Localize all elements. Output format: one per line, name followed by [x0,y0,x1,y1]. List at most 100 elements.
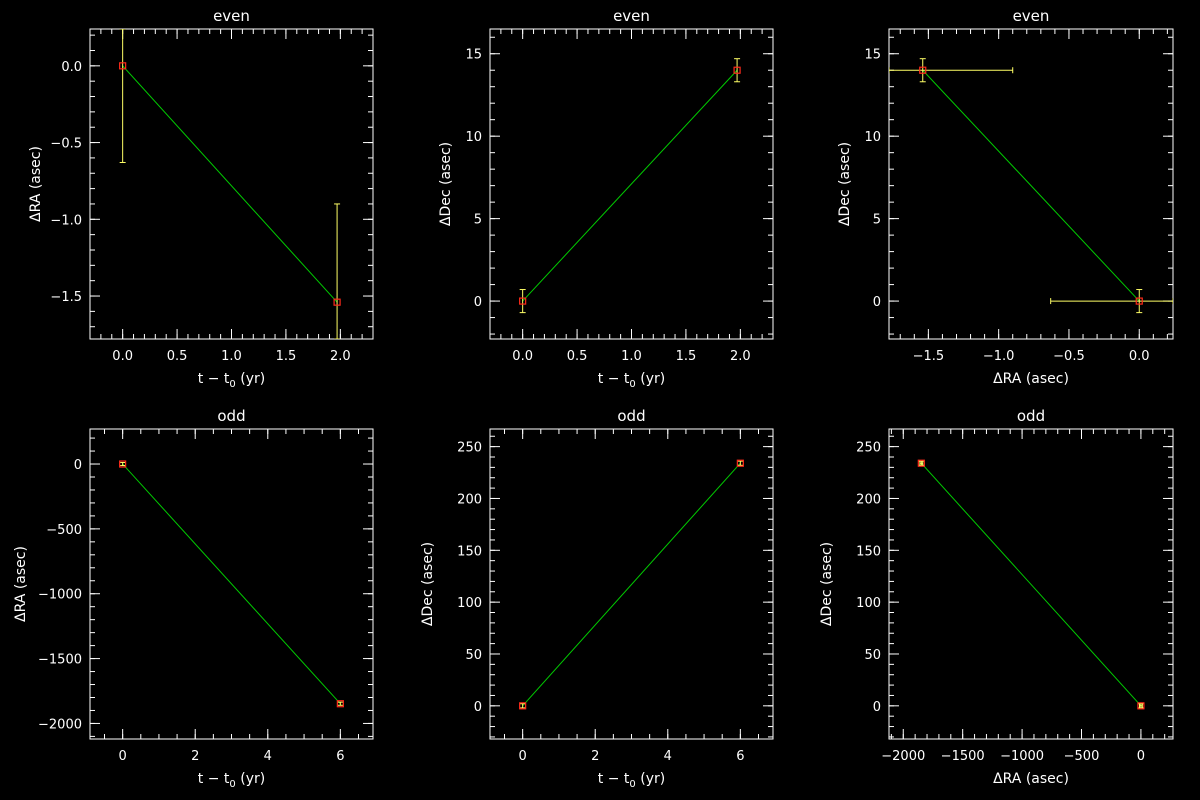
panel-title: odd [217,407,245,425]
y-tick-label: −0.5 [50,137,82,152]
y-tick-label: 0 [474,295,482,310]
y-tick-label: −1000 [38,588,82,603]
y-axis-title: ΔRA (asec) [28,146,44,222]
x-axis-title-part: t − t [598,771,630,787]
x-tick-label: −1500 [941,749,985,764]
x-tick-label: 2 [191,749,199,764]
data-layer [519,58,741,314]
y-tick-label: −1.5 [50,290,82,305]
data-point [917,459,925,467]
y-tick-label: 15 [864,48,881,63]
y-tick-label: 15 [465,48,482,63]
y-tick-label: 100 [856,596,881,611]
fit-line [522,462,741,707]
x-axis-title-subscript: 0 [629,379,635,390]
y-tick-label: 5 [873,213,881,228]
x-tick-label: −500 [1064,749,1100,764]
x-axis-title-part: (yr) [236,771,265,787]
x-tick-label: −0.5 [1053,349,1085,364]
y-tick-label: 0 [74,458,82,473]
panel-title: odd [617,407,645,425]
y-tick-label: 150 [856,544,881,559]
panel-title: odd [1017,407,1045,425]
data-layer [119,29,341,339]
fit-line [122,463,341,705]
x-tick-label: 1.5 [676,349,697,364]
x-tick-label: 4 [264,749,272,764]
data-point [519,702,527,710]
plot-frame [89,28,374,340]
data-layer [917,459,1145,710]
x-axis-title-part: (yr) [636,771,665,787]
x-axis-title-part: t − t [198,771,230,787]
x-axis-title-part: (yr) [236,371,265,387]
y-tick-label: −1500 [38,653,82,668]
x-tick-label: 4 [664,749,672,764]
data-point [119,460,127,468]
y-tick-label: 250 [856,441,881,456]
y-tick-label: 200 [856,492,881,507]
x-axis-title-part: t − t [598,371,630,387]
y-axis-title: ΔDec (asec) [438,142,454,226]
x-tick-label: −2000 [881,749,925,764]
panel-title: even [613,7,650,25]
plot-frame [888,28,1174,340]
panel-title: even [213,7,250,25]
panel-1: even 0.0 0.5 1.0 1.5 2.0 −1.5 −1.0 −0.5 0.0 t − t0… [28,7,374,390]
x-axis-title: t − t0 (yr) [198,771,265,790]
data-layer [889,58,1173,314]
x-axis-title-part: t − t [198,371,230,387]
x-tick-label: 0 [519,749,527,764]
x-tick-label: −1.0 [983,349,1015,364]
plot-frame [888,428,1174,740]
y-tick-label: 10 [465,130,482,145]
y-tick-label: 5 [474,213,482,228]
data-point [736,459,744,467]
data-point [733,66,741,74]
data-layer [519,459,744,710]
y-tick-label: 0 [873,295,881,310]
data-point [919,66,927,74]
y-tick-label: 150 [457,544,482,559]
y-tick-label: 0 [873,700,881,715]
y-axis-title: ΔRA (asec) [13,546,29,622]
y-tick-label: 0 [474,700,482,715]
x-tick-label: 6 [336,749,344,764]
x-tick-label: 0.0 [1129,349,1150,364]
x-axis-title: t − t0 (yr) [598,771,665,790]
y-tick-label: 50 [465,648,482,663]
x-tick-label: 1.0 [221,349,242,364]
fit-line [122,65,338,303]
fit-line [922,69,1140,302]
x-axis-title-subscript: 0 [229,779,235,790]
x-tick-label: 6 [736,749,744,764]
x-tick-label: 1.0 [621,349,642,364]
x-tick-label: 0.0 [112,349,133,364]
x-axis-title: t − t0 (yr) [198,371,265,390]
y-axis-title: ΔDec (asec) [420,542,436,626]
y-tick-label: −2000 [38,717,82,732]
x-tick-label: 0.0 [512,349,533,364]
fit-line [522,69,738,302]
y-tick-label: 0.0 [61,60,82,75]
x-tick-label: 1.5 [276,349,297,364]
y-tick-label: −500 [46,523,82,538]
data-point [333,298,341,306]
x-axis-title-subscript: 0 [629,779,635,790]
y-tick-label: 10 [864,130,881,145]
x-axis-title-subscript: 0 [229,379,235,390]
x-axis-title: ΔRA (asec) [993,371,1069,387]
x-tick-label: 0.5 [567,349,588,364]
data-point [1135,297,1143,305]
x-axis-title: ΔRA (asec) [993,771,1069,787]
fit-line [920,462,1142,707]
panel-3: even −1.5 −1.0 −0.5 0.0 0 5 10 15 ΔRA (asec) ΔDec … [837,7,1174,387]
x-tick-label: −1000 [1000,749,1044,764]
x-tick-label: 2 [591,749,599,764]
y-axis-title: ΔDec (asec) [819,542,835,626]
x-tick-label: −1.5 [913,349,945,364]
